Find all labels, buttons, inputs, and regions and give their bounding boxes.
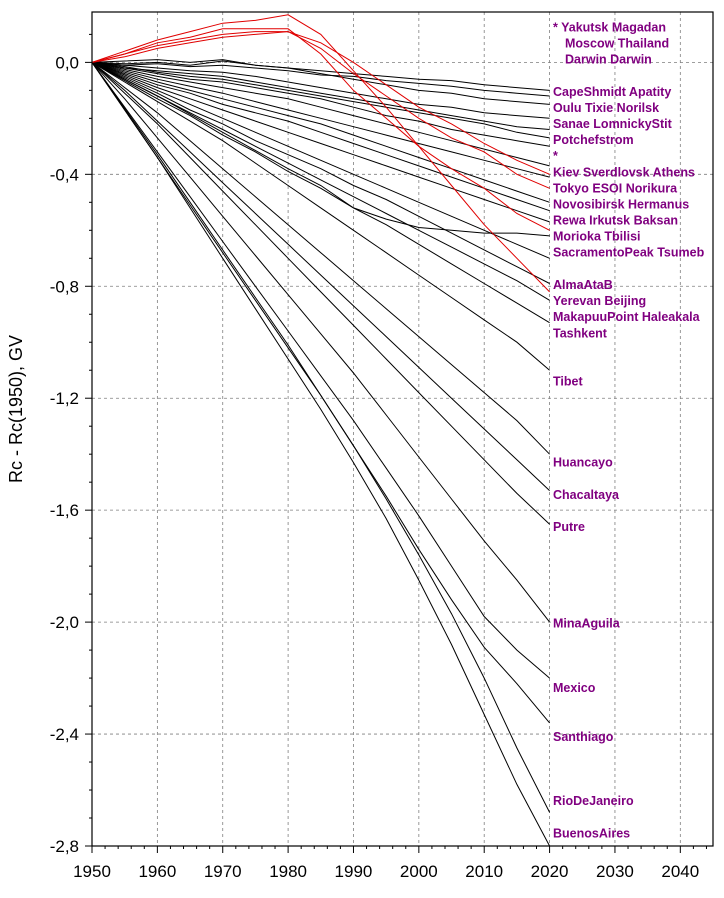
series-line-9: [91, 61, 550, 178]
series-line-6: [91, 61, 550, 139]
series-line-5: [91, 61, 550, 130]
station-label: Putre: [553, 520, 585, 534]
station-label: Moscow Thailand: [565, 36, 669, 50]
series-line-23: [91, 62, 550, 679]
station-label: RioDeJaneiro: [553, 794, 634, 808]
station-label: BuenosAires: [553, 826, 630, 840]
station-label: Tokyo ESOI Norikura: [553, 181, 678, 195]
station-label: AlmaAtaB: [553, 278, 613, 292]
series-line-2: [91, 61, 550, 97]
series-line-10: [91, 61, 550, 203]
station-label: Chacaltaya: [553, 488, 620, 502]
series-line-12: [91, 61, 550, 223]
series-line-25: [91, 62, 551, 813]
station-labels: * Yakutsk Magadan Moscow Thailand Darwin D…: [553, 20, 705, 840]
series-line-16: [91, 61, 550, 301]
station-label: Yerevan Beijing: [553, 294, 646, 308]
station-label: SacramentoPeak Tsumeb: [553, 246, 705, 260]
y-tick-label: -2,8: [50, 837, 79, 856]
station-label: Potchefstrom: [553, 133, 634, 147]
station-label: CapeShmidt Apatity: [553, 85, 671, 99]
y-tick-labels: 0,0 -0,4 -0,8 -1,2 -1,6 -2,0 -2,4 -2,8: [50, 53, 79, 856]
station-label: Tashkent: [553, 326, 608, 340]
x-tick-label: 1970: [204, 862, 242, 881]
series-line-7: [91, 61, 550, 147]
station-label: MinaAguila: [553, 617, 621, 631]
station-label: Santhiago: [553, 730, 614, 744]
y-tick-label: -0,4: [50, 165, 79, 184]
y-tick-label: -0,8: [50, 277, 79, 296]
series-line-14: [91, 61, 550, 259]
y-tick-label: -2,4: [50, 725, 79, 744]
series-line-8: [91, 61, 550, 167]
series-line-11: [91, 61, 550, 212]
series-line-19: [91, 62, 550, 455]
station-label: Darwin Darwin: [565, 52, 652, 66]
series-line-22: [91, 62, 550, 623]
y-tick-label: -1,6: [50, 501, 79, 520]
station-label: MakapuuPoint Haleakala: [553, 310, 701, 324]
x-tick-label: 2000: [400, 862, 438, 881]
series-line-18: [91, 61, 550, 371]
station-label: Tibet: [553, 374, 583, 388]
series-line-26: [91, 62, 551, 847]
x-tick-label: 1960: [138, 862, 176, 881]
x-tick-label: 2010: [465, 862, 503, 881]
station-label: Morioka Tbilisi: [553, 230, 641, 244]
y-axis-label: Rc - Rc(1950), GV: [6, 335, 26, 483]
series-line-1: [91, 60, 550, 91]
x-tick-label: 2020: [531, 862, 569, 881]
y-tick-label: -1,2: [50, 389, 79, 408]
y-tick-label: -2,0: [50, 613, 79, 632]
series-group: [91, 14, 551, 847]
series-line-red-27: [91, 14, 550, 293]
plot-frame: [91, 11, 714, 847]
series-line-red-28: [91, 28, 550, 231]
series-line-20: [91, 62, 550, 491]
x-tick-label: 2030: [596, 862, 634, 881]
series-line-4: [91, 61, 550, 119]
station-label: Rewa Irkutsk Baksan: [553, 214, 678, 228]
series-line-24: [91, 62, 550, 724]
series-line-red-30: [91, 31, 550, 175]
x-tick-labels: 1950 1960 1970 1980 1990 2000 2010 2020 2030 2040: [73, 862, 699, 881]
x-tick-label: 1980: [269, 862, 307, 881]
x-tick-label: 2040: [661, 862, 699, 881]
series-line-15: [91, 61, 550, 284]
station-label: Huancayo: [553, 456, 613, 470]
station-label: Novosibirsk Hermanus: [553, 198, 689, 212]
series-line-17: [91, 61, 550, 324]
y-tick-label: 0,0: [55, 53, 79, 72]
series-line-21: [91, 62, 550, 525]
x-tick-label: 1950: [73, 862, 111, 881]
series-line-red-29: [91, 31, 550, 189]
station-label: Mexico: [553, 681, 596, 695]
station-label: Kiev Sverdlovsk Athens: [553, 165, 695, 179]
series-line-3: [91, 59, 550, 105]
tick-marks: [85, 33, 707, 853]
station-label: * Yakutsk Magadan: [553, 20, 666, 34]
station-label: Sanae LomnickyStit: [553, 117, 673, 131]
station-label: Oulu Tixie Norilsk: [553, 101, 659, 115]
x-tick-label: 1990: [335, 862, 373, 881]
station-label: *: [553, 149, 558, 163]
